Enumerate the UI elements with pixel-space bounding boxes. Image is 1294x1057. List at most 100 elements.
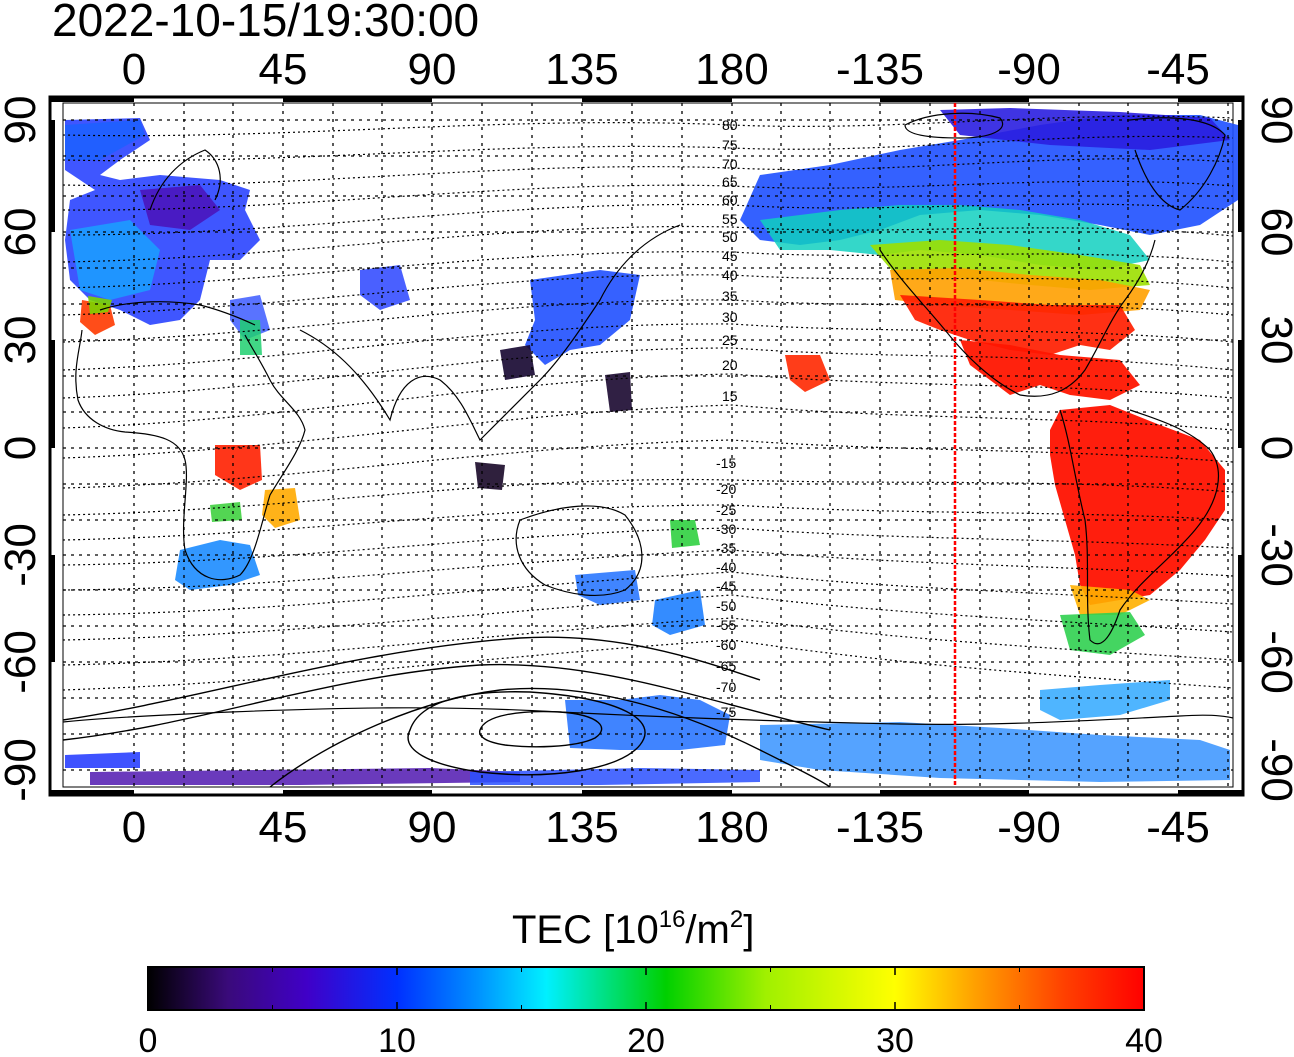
left-lat-label: 90 [0, 96, 45, 145]
colorbar-tick-label: 30 [876, 1022, 914, 1057]
tec-region-nz-green [670, 520, 700, 548]
tec-region-south-edge [65, 752, 140, 768]
coast-south-america [1059, 409, 1219, 645]
timestamp-title: 2022-10-15/19:30:00 [52, 0, 479, 46]
coast-antarctica [62, 707, 1234, 725]
colorbar-title-unit: /m [685, 908, 729, 952]
contour-line [62, 617, 1234, 666]
mlat-label: -25 [716, 502, 736, 518]
contour-line [62, 373, 1234, 429]
contour-line [62, 299, 1234, 343]
colorbar-title-close: ] [743, 908, 754, 952]
tec-region-north-america-red [900, 295, 1135, 355]
mlat-label: -45 [716, 578, 736, 594]
tec-region-sw-africa-green [210, 502, 242, 522]
contour-solid [269, 687, 831, 788]
coast-europe-africa [75, 329, 306, 581]
mlat-label: 80 [722, 117, 738, 133]
coast-asia [299, 224, 681, 442]
colorbar-title: TEC [1016/m2] [512, 906, 754, 952]
right-lat-label: -30 [1252, 523, 1294, 587]
magnetic-latitude-contours [62, 115, 1234, 691]
colorbar-tick-label: 40 [1125, 1022, 1163, 1057]
tec-region-antarctic-south [90, 768, 520, 785]
right-lat-label: -60 [1252, 630, 1294, 694]
mlat-label: 15 [722, 388, 738, 404]
mlat-label: -15 [716, 455, 736, 471]
mlat-label: -20 [716, 481, 736, 497]
contour-line [62, 478, 1234, 516]
right-latitude-labels: 90 60 30 0 -30 -60 -90 [1252, 96, 1294, 802]
contour-line [62, 439, 1234, 489]
coastlines [62, 112, 1234, 725]
top-lon-label: 45 [259, 45, 308, 94]
left-latitude-labels: 90 60 30 0 -30 -60 -90 [0, 96, 45, 802]
mlat-label: -55 [716, 617, 736, 633]
bottom-lon-label: 45 [259, 803, 308, 852]
map-inner-frame [62, 102, 1234, 788]
bottom-lon-label: -45 [1146, 803, 1210, 852]
left-lat-label: 30 [0, 316, 45, 365]
contour-line [62, 594, 1234, 641]
contour-line [62, 404, 1234, 459]
mlat-label: 55 [722, 211, 738, 227]
bottom-lon-label: 90 [408, 803, 457, 852]
contour-line [62, 527, 1234, 566]
tec-region-central-america [960, 340, 1140, 400]
right-lat-label: 60 [1252, 208, 1294, 257]
mlat-label: 20 [722, 357, 738, 373]
top-lon-label: 0 [122, 45, 146, 94]
top-lon-label: -90 [997, 45, 1061, 94]
top-lon-label: -45 [1146, 45, 1210, 94]
graticule [63, 103, 1233, 787]
mlat-label: 25 [722, 332, 738, 348]
mlat-label: -60 [716, 637, 736, 653]
tec-region-north-america-arctic [940, 108, 1230, 150]
right-lat-label: 90 [1252, 96, 1294, 145]
tec-region-europe-light [70, 220, 160, 300]
contour-line [62, 549, 1234, 591]
tec-region-antarctic-west [1040, 680, 1170, 720]
contour-solid [478, 710, 603, 748]
tec-region-south-africa [175, 540, 260, 590]
contour-line [62, 274, 1234, 316]
contour-line [62, 323, 1234, 371]
contour-solid [62, 663, 831, 741]
left-lat-label: 60 [0, 208, 45, 257]
tec-region-iberia-green [88, 296, 112, 314]
right-lat-label: 30 [1252, 316, 1294, 365]
colorbar-title-exponent: 16 [659, 906, 686, 933]
contour-solid [62, 636, 761, 721]
left-lat-label: -30 [0, 523, 45, 587]
left-lat-label: -90 [0, 738, 45, 802]
mlat-label: -65 [716, 658, 736, 674]
tec-region-pacific-dark [605, 372, 632, 412]
mlat-label: -40 [716, 559, 736, 575]
map-panel: 80 75 70 65 60 55 50 45 40 35 30 25 20 1… [48, 95, 1245, 797]
mlat-label: 45 [722, 248, 738, 264]
tec-region-antarctic-mid [470, 768, 760, 785]
contour-line [62, 347, 1234, 399]
tec-region-antarctic-band [760, 722, 1230, 782]
coast-australia [515, 505, 643, 597]
mlat-label: 40 [722, 267, 738, 283]
mlat-label: -50 [716, 598, 736, 614]
mlat-label: -35 [716, 540, 736, 556]
top-lon-label: 135 [545, 45, 618, 94]
coast-arctic [904, 112, 1004, 139]
bottom-lon-label: 180 [695, 803, 768, 852]
magnetic-latitude-labels: 80 75 70 65 60 55 50 45 40 35 30 25 20 1… [716, 117, 738, 720]
bottom-lon-label: 0 [122, 803, 146, 852]
colorbar-title-exponent2: 2 [730, 906, 743, 933]
mlat-label: 50 [722, 229, 738, 245]
colorbar-tick-label: 0 [139, 1022, 158, 1057]
contour-line [62, 504, 1234, 541]
mlat-label: -75 [716, 704, 736, 720]
top-lon-label: -135 [836, 45, 924, 94]
frame-thick-segments [49, 96, 1244, 796]
tec-region-antarctic-blue [565, 695, 730, 750]
contour-line [62, 225, 1234, 263]
top-lon-label: 180 [695, 45, 768, 94]
contour-line [62, 571, 1234, 616]
